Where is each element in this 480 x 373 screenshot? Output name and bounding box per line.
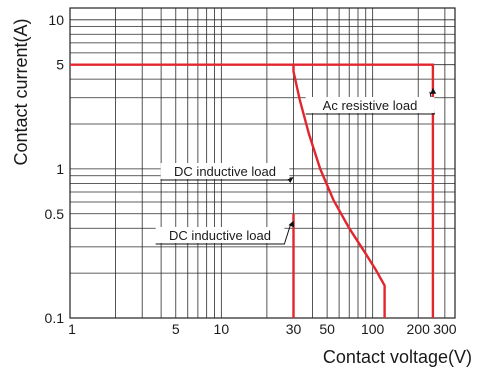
y-tick-label: 0.5 <box>45 206 65 222</box>
x-axis-label: Contact voltage(V) <box>323 347 472 367</box>
x-tick-label: 5 <box>172 321 180 337</box>
series-line-dc-inductive <box>292 64 386 318</box>
x-tick-label: 30 <box>286 321 302 337</box>
annotation: Ac resistive load <box>305 87 437 115</box>
y-tick-label: 0.1 <box>45 310 65 326</box>
annotation-bg <box>160 163 290 179</box>
annotations: Ac resistive load DC inductive load DC ind… <box>155 87 437 245</box>
annotation: DC inductive load <box>160 163 294 184</box>
x-tick-label: 1 <box>68 321 76 337</box>
x-tick-label: 200 <box>407 321 431 337</box>
plot-frame <box>69 7 456 319</box>
annotation-arrow <box>288 220 295 228</box>
y-tick-label: 5 <box>56 57 64 73</box>
annotation-bg <box>305 97 435 113</box>
y-tick-label: 10 <box>48 12 64 28</box>
annotation-label: DC inductive load <box>174 164 276 179</box>
annotation-label: DC inductive load <box>169 228 271 243</box>
series-line-ac-resistive <box>70 63 435 318</box>
annotation-leader <box>155 224 292 245</box>
annotation-bg <box>155 227 285 243</box>
x-tick-label: 10 <box>214 321 230 337</box>
annotation: DC inductive load <box>155 220 295 245</box>
annotation-label: Ac resistive load <box>323 98 418 113</box>
y-axis-label: Contact current(A) <box>11 18 31 165</box>
tick-labels: 1 5 10 30 50 100 200 300 0.1 0.5 1 5 10 <box>45 12 457 337</box>
y-tick-label: 1 <box>56 161 64 177</box>
annotation-leader <box>160 179 291 182</box>
x-tick-label: 50 <box>319 321 335 337</box>
x-tick-label: 100 <box>361 321 385 337</box>
series-group <box>70 63 435 318</box>
grid <box>70 8 455 318</box>
x-tick-label: 300 <box>433 321 457 337</box>
annotation-arrow <box>430 87 437 94</box>
